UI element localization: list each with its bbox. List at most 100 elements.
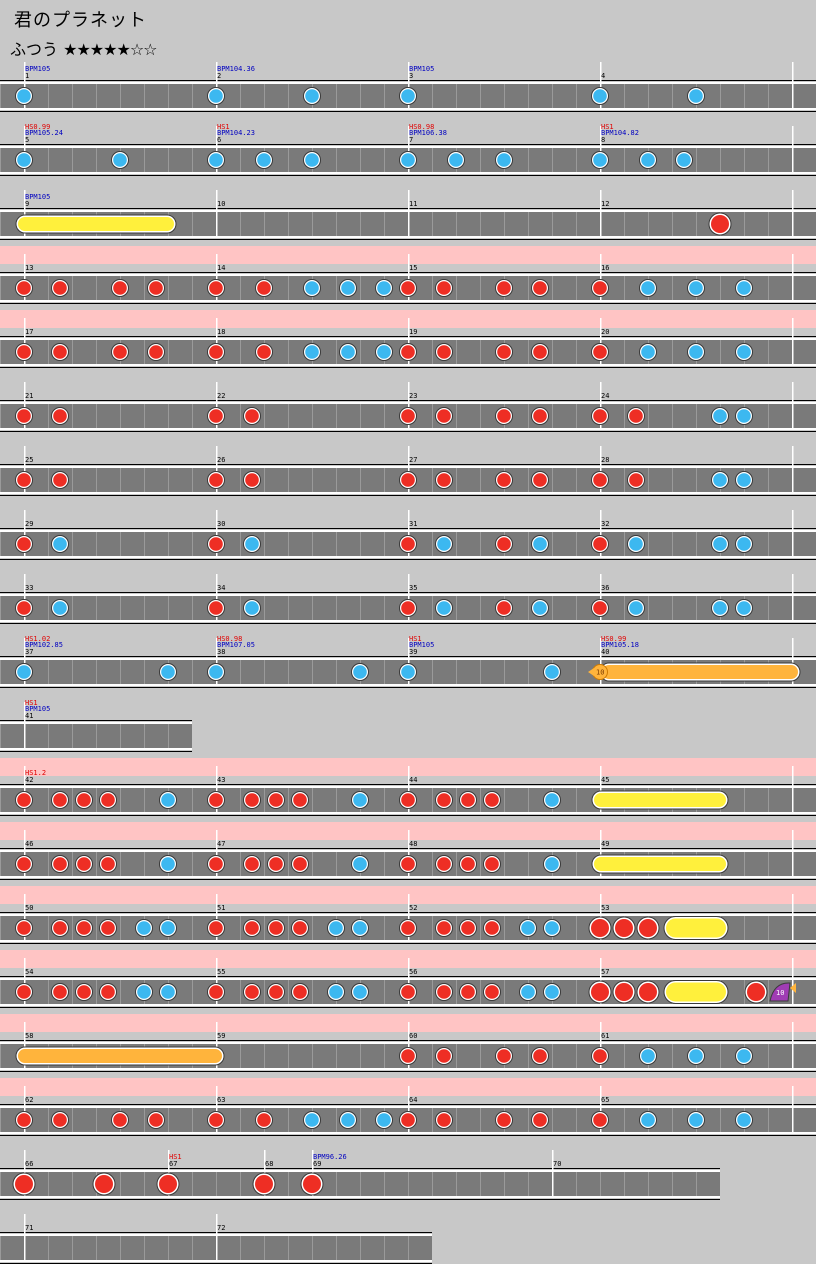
beat-gridline [384,148,385,172]
don-note [497,601,511,615]
measure-number: 2 [217,72,221,80]
don-note [593,1049,607,1063]
measure-number: 19 [409,328,417,336]
scroll-speed-label: HS1 [409,635,422,643]
big-don-note [711,215,729,233]
beat-gridline [312,468,313,492]
beat-gridline [72,84,73,108]
big-don-note [615,983,633,1001]
beat-gridline [696,212,697,236]
beat-gridline [192,84,193,108]
beat-gridline [312,980,313,1004]
don-note [17,281,31,295]
beat-gridline [432,212,433,236]
beat-gridline [48,404,49,428]
beat-gridline [240,1172,241,1196]
beat-gridline [336,276,337,300]
don-note [53,921,67,935]
don-note [209,409,223,423]
beat-gridline [480,596,481,620]
don-note [53,1113,67,1127]
lane-bottom-border [0,431,816,432]
measure-line [216,254,218,302]
measure-line [216,958,218,1006]
beat-gridline [432,1108,433,1132]
beat-gridline [72,532,73,556]
don-note [17,793,31,807]
beat-gridline [72,1108,73,1132]
measure-line [792,510,794,558]
ka-note [641,281,655,295]
bpm-label: BPM104.82 [601,129,639,137]
chart-row [0,310,816,368]
ka-note [353,793,367,807]
beat-gridline [432,660,433,684]
balloon-tail-icon [588,668,594,676]
measure-line [408,382,410,430]
beat-gridline [120,724,121,748]
don-note [245,793,259,807]
beat-gridline [0,980,1,1004]
measure-line [792,1022,794,1070]
measure-number: 61 [601,1032,609,1040]
beat-gridline [336,1172,337,1196]
beat-gridline [96,84,97,108]
measure-number: 49 [601,840,609,848]
don-note [77,921,91,935]
beat-gridline [240,468,241,492]
beat-gridline [528,212,529,236]
beat-gridline [360,276,361,300]
don-note [533,473,547,487]
beat-gridline [96,916,97,940]
bpm-label: BPM105.18 [601,641,639,649]
beat-gridline [336,84,337,108]
don-note [461,857,475,871]
beat-gridline [768,916,769,940]
beat-gridline [192,1236,193,1260]
beat-gridline [120,404,121,428]
don-note [17,473,31,487]
measure-line [792,958,794,1006]
lane-bottom-border [0,175,816,176]
chart-row [0,1078,816,1136]
beat-gridline [720,148,721,172]
ka-note [689,345,703,359]
beat-gridline [576,1108,577,1132]
don-note [401,345,415,359]
beat-gridline [432,1044,433,1068]
measure-number: 8 [601,136,605,144]
measure-line [24,446,26,494]
beat-gridline [432,404,433,428]
don-note [401,473,415,487]
don-note [401,281,415,295]
measure-line [600,830,602,878]
measure-line [216,1214,218,1262]
ka-note [521,921,535,935]
beat-gridline [48,1236,49,1260]
lane-top-edge [0,722,192,724]
don-note [245,921,259,935]
beat-gridline [360,532,361,556]
don-note [209,345,223,359]
beat-gridline [168,148,169,172]
beat-gridline [576,340,577,364]
beat-gridline [384,1236,385,1260]
beat-gridline [192,1108,193,1132]
measure-line [216,190,218,238]
beat-gridline [768,788,769,812]
beat-gridline [336,596,337,620]
beat-gridline [240,340,241,364]
beat-gridline [480,532,481,556]
beat-gridline [240,596,241,620]
don-note [437,857,451,871]
measure-line [792,1086,794,1134]
measure-line [24,1022,26,1070]
don-note [485,985,499,999]
beat-gridline [384,468,385,492]
beat-gridline [96,724,97,748]
ka-note [713,601,727,615]
beat-gridline [768,980,769,1004]
beat-gridline [120,1172,121,1196]
measure-number: 71 [25,1224,33,1232]
beat-gridline [384,532,385,556]
